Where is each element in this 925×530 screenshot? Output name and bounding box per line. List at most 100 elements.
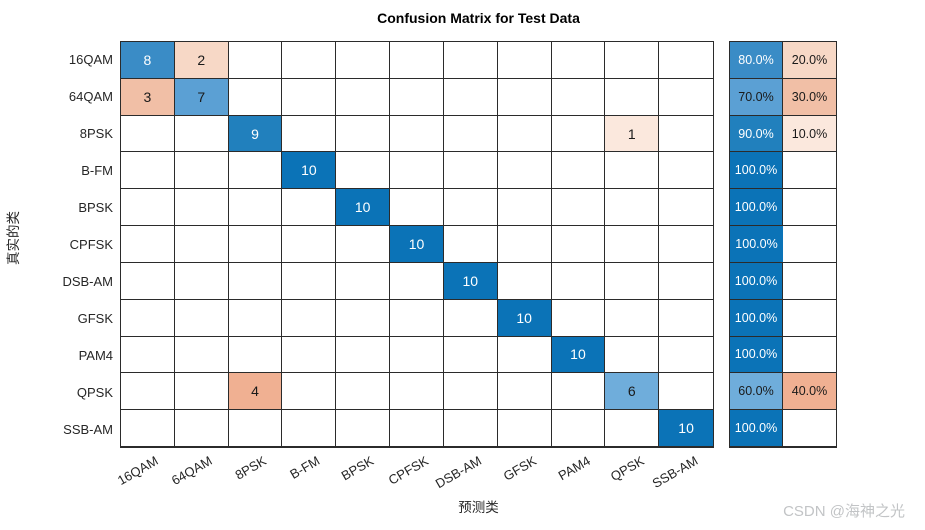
matrix-cell: 9 [228, 115, 283, 153]
matrix-cell-empty [121, 115, 175, 153]
summary-cell: 20.0% [783, 42, 836, 79]
y-tick-label: PAM4 [78, 347, 113, 363]
matrix-cell-empty [443, 189, 498, 227]
matrix-cell-empty [390, 336, 444, 374]
matrix-cell-empty [551, 189, 606, 227]
matrix-cell-empty [121, 189, 175, 227]
matrix-cell-empty [659, 189, 713, 227]
matrix-cell-empty [336, 226, 391, 263]
chart-title: Confusion Matrix for Test Data [377, 10, 580, 26]
y-axis-label: 真实的类 [6, 211, 21, 265]
summary-cell: 100.0% [730, 410, 783, 447]
x-tick-label: BPSK [338, 453, 377, 484]
y-tick-label: 16QAM [68, 51, 113, 67]
matrix-cell-empty [174, 189, 229, 227]
matrix-cell-empty [174, 336, 229, 374]
matrix-cell-empty [443, 42, 498, 79]
matrix-cell-empty [282, 410, 337, 447]
summary-cell: 100.0% [730, 189, 783, 227]
matrix-cell-empty [497, 152, 552, 190]
matrix-cell: 2 [174, 42, 229, 79]
matrix-cell-empty [659, 42, 713, 79]
matrix-cell-empty [497, 78, 552, 116]
y-tick-label: SSB-AM [63, 421, 113, 437]
matrix-cell-empty [551, 299, 606, 337]
summary-cell-empty [783, 189, 836, 227]
matrix-cell-empty [443, 115, 498, 153]
matrix-cell-empty [336, 410, 391, 447]
summary-cell: 100.0% [730, 262, 783, 300]
matrix-cell-empty [605, 262, 660, 300]
y-tick-label: CPFSK [69, 236, 113, 252]
matrix-cell-empty [659, 373, 713, 411]
matrix-cell-empty [282, 262, 337, 300]
summary-cell: 70.0% [730, 78, 783, 116]
y-tick-label: QPSK [76, 384, 113, 400]
confusion-matrix-grid: 8 2 3 7 9 1 10 10 10 10 10 10 4 6 10 [120, 41, 714, 448]
summary-cell: 10.0% [783, 115, 836, 153]
matrix-cell-empty [390, 373, 444, 411]
matrix-cell: 8 [121, 42, 175, 79]
matrix-cell-empty [551, 410, 606, 447]
summary-cell: 100.0% [730, 152, 783, 190]
matrix-cell-empty [228, 226, 283, 263]
matrix-cell-empty [443, 410, 498, 447]
matrix-cell-empty [282, 189, 337, 227]
matrix-cell: 1 [605, 115, 660, 153]
matrix-cell-empty [282, 373, 337, 411]
summary-cell-empty [783, 300, 836, 337]
summary-cell: 90.0% [730, 115, 783, 153]
matrix-cell-empty [497, 42, 552, 79]
matrix-cell-empty [605, 410, 660, 447]
matrix-cell: 6 [605, 373, 660, 411]
matrix-cell-empty [228, 410, 283, 447]
summary-cell: 60.0% [730, 373, 783, 411]
matrix-cell-empty [497, 226, 552, 263]
row-summary-grid: 80.0% 20.0% 70.0% 30.0% 90.0% 10.0% 100.0% 100.… [729, 41, 837, 448]
matrix-cell: 3 [121, 78, 175, 116]
matrix-cell-empty [390, 262, 444, 300]
matrix-cell-empty [282, 78, 337, 116]
matrix-cell-empty [659, 337, 713, 374]
matrix-cell-empty [174, 410, 229, 447]
matrix-cell-empty [390, 299, 444, 337]
matrix-cell-empty [228, 78, 283, 116]
matrix-cell-empty [497, 189, 552, 227]
matrix-cell-empty [443, 226, 498, 263]
matrix-cell-empty [121, 226, 175, 263]
x-tick-label: 64QAM [168, 453, 215, 489]
x-tick-label: 16QAM [114, 453, 161, 489]
y-tick-label: DSB-AM [62, 273, 113, 289]
y-tick-label: 64QAM [68, 88, 113, 104]
summary-cell-empty [783, 152, 836, 190]
matrix-cell: 10 [551, 336, 606, 374]
matrix-cell-empty [336, 115, 391, 153]
matrix-cell: 10 [443, 262, 498, 300]
summary-cell: 80.0% [730, 42, 783, 79]
summary-cell-empty [783, 337, 836, 374]
x-axis-label: 预测类 [458, 500, 499, 515]
matrix-cell: 10 [659, 410, 713, 447]
watermark: CSDN @海神之光 [783, 503, 905, 520]
matrix-cell-empty [228, 152, 283, 190]
x-tick-label: CPFSK [385, 453, 431, 488]
matrix-cell-empty [282, 42, 337, 79]
matrix-cell-empty [174, 152, 229, 190]
matrix-cell-empty [336, 78, 391, 116]
matrix-cell-empty [174, 373, 229, 411]
matrix-cell-empty [228, 262, 283, 300]
x-tick-label: SSB-AM [649, 453, 701, 491]
matrix-cell-empty [605, 336, 660, 374]
matrix-cell-empty [390, 78, 444, 116]
summary-cell: 30.0% [783, 78, 836, 116]
matrix-cell-empty [605, 78, 660, 116]
matrix-cell-empty [659, 152, 713, 190]
matrix-cell-empty [121, 373, 175, 411]
matrix-cell-empty [605, 152, 660, 190]
matrix-cell-empty [228, 336, 283, 374]
summary-cell: 100.0% [730, 336, 783, 374]
matrix-cell: 10 [497, 299, 552, 337]
y-tick-label: 8PSK [79, 125, 113, 141]
matrix-cell-empty [443, 78, 498, 116]
